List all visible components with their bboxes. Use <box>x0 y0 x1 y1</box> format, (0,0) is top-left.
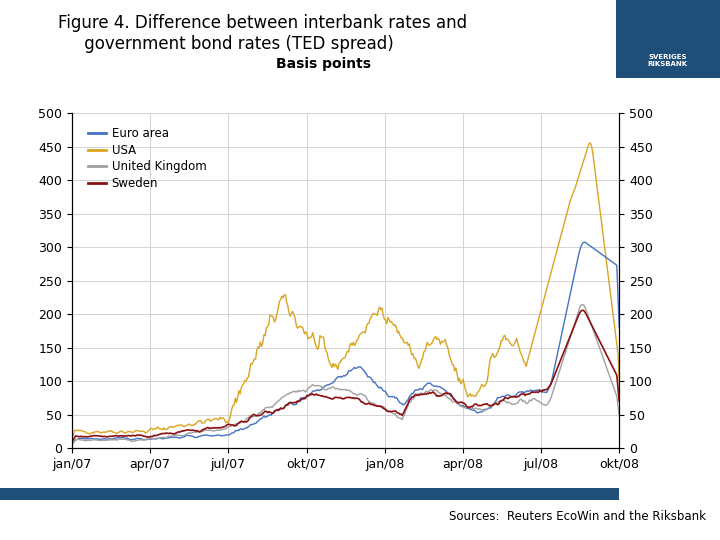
Text: Sources:  Reuters EcoWin and the Riksbank: Sources: Reuters EcoWin and the Riksbank <box>449 510 706 523</box>
Text: government bond rates (TED spread): government bond rates (TED spread) <box>58 35 393 53</box>
Legend: Euro area, USA, United Kingdom, Sweden: Euro area, USA, United Kingdom, Sweden <box>84 123 211 195</box>
Text: Basis points: Basis points <box>276 57 372 71</box>
Text: SVERIGES
RIKSBANK: SVERIGES RIKSBANK <box>648 53 688 66</box>
Text: Figure 4. Difference between interbank rates and: Figure 4. Difference between interbank r… <box>58 14 467 31</box>
